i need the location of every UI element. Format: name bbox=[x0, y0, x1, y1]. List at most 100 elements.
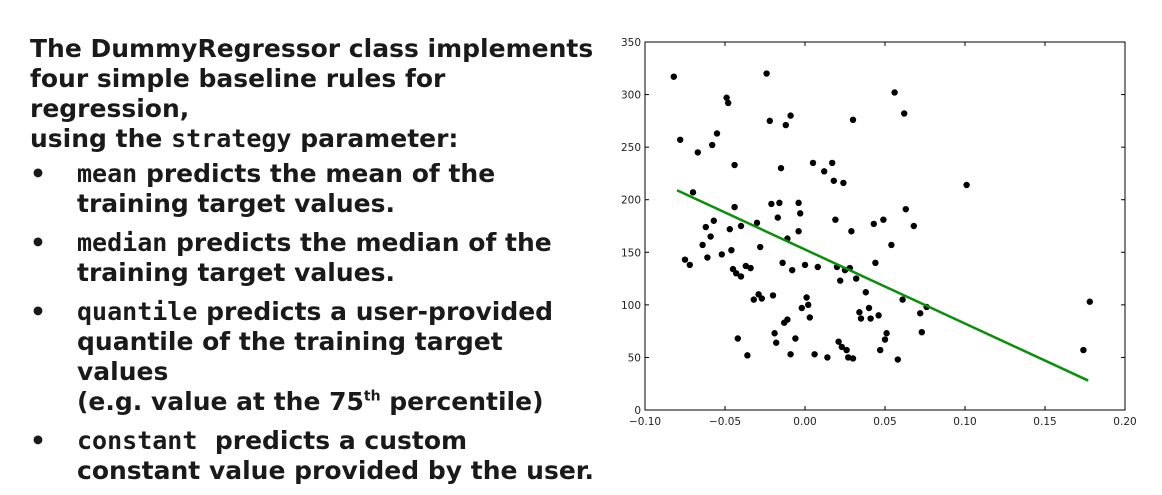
data-point bbox=[731, 161, 738, 169]
intro-line-1: The DummyRegressor class implements bbox=[30, 34, 594, 63]
intro-line-2: four simple baseline rules for regressio… bbox=[30, 64, 446, 123]
data-point bbox=[803, 294, 810, 301]
data-point bbox=[686, 261, 693, 269]
data-point bbox=[824, 354, 831, 361]
data-point bbox=[888, 241, 895, 249]
data-point bbox=[853, 275, 860, 282]
y-tick-label: 50 bbox=[628, 352, 641, 364]
data-point bbox=[872, 259, 879, 266]
data-point bbox=[681, 256, 689, 263]
data-point bbox=[763, 70, 770, 77]
data-point bbox=[769, 292, 777, 299]
data-point bbox=[880, 216, 887, 223]
data-point bbox=[811, 351, 818, 358]
strategy-code: median bbox=[77, 228, 168, 257]
intro-line-3: using the strategy parameter: bbox=[30, 124, 600, 154]
data-point bbox=[883, 330, 890, 337]
bullet-icon: • bbox=[30, 159, 46, 188]
data-point bbox=[771, 330, 778, 337]
x-tick-label: 0.20 bbox=[1113, 416, 1136, 428]
data-point bbox=[766, 117, 773, 125]
data-point bbox=[787, 351, 794, 358]
data-point bbox=[779, 259, 786, 266]
data-point bbox=[753, 219, 761, 227]
data-point bbox=[747, 264, 754, 272]
superscript: th bbox=[363, 388, 381, 405]
data-point bbox=[843, 346, 850, 354]
x-tick-label: 0.00 bbox=[793, 416, 816, 428]
data-point bbox=[677, 136, 684, 143]
list-item-text: predicts the mean of the bbox=[145, 159, 496, 188]
data-point bbox=[902, 205, 909, 213]
data-point bbox=[710, 217, 717, 224]
data-point bbox=[862, 289, 869, 296]
strategy-code: strategy bbox=[171, 124, 292, 153]
list-item-line: training target values. bbox=[77, 189, 396, 218]
data-point bbox=[838, 343, 845, 351]
list-item-text: predicts a custom bbox=[214, 426, 468, 455]
data-point bbox=[814, 263, 821, 271]
data-point bbox=[702, 223, 709, 231]
data-point bbox=[718, 251, 725, 258]
data-point bbox=[877, 346, 884, 354]
data-point bbox=[768, 200, 775, 208]
strategy-code: mean bbox=[77, 159, 138, 188]
data-point bbox=[875, 312, 882, 319]
list-item-text: predicts the median of the bbox=[176, 228, 552, 257]
list-item-text: percentile) bbox=[380, 387, 544, 416]
list-item-constant: • constant predicts a custom constant va… bbox=[30, 426, 600, 486]
bullet-icon: • bbox=[30, 297, 46, 326]
bullet-icon: • bbox=[30, 426, 46, 455]
x-tick-label: 0.05 bbox=[873, 416, 896, 428]
y-tick-label: 350 bbox=[621, 37, 641, 49]
data-point bbox=[797, 210, 804, 217]
data-point bbox=[689, 189, 697, 196]
data-point bbox=[910, 222, 917, 230]
data-point bbox=[829, 159, 836, 167]
data-point bbox=[725, 99, 732, 107]
data-point bbox=[784, 316, 791, 323]
data-point bbox=[795, 228, 802, 235]
slide: The DummyRegressor class implements four… bbox=[30, 34, 1137, 485]
data-point bbox=[798, 304, 805, 312]
data-point bbox=[917, 310, 924, 317]
data-point bbox=[899, 296, 906, 303]
data-point bbox=[918, 328, 925, 336]
data-point bbox=[801, 261, 809, 269]
y-tick-label: 250 bbox=[621, 142, 641, 154]
data-point bbox=[865, 304, 873, 312]
data-point bbox=[832, 216, 839, 223]
x-tick-label: −0.10 bbox=[629, 416, 661, 428]
data-point bbox=[806, 314, 813, 321]
data-point bbox=[699, 241, 706, 249]
data-point bbox=[728, 246, 735, 254]
data-point bbox=[867, 315, 874, 322]
x-tick-label: 0.10 bbox=[953, 416, 976, 428]
data-point bbox=[750, 296, 757, 303]
data-point bbox=[901, 110, 908, 117]
data-point bbox=[840, 179, 847, 187]
data-point bbox=[723, 94, 730, 101]
data-point bbox=[1086, 298, 1093, 305]
intro-line-3-start: using the bbox=[30, 124, 163, 153]
regression-line bbox=[676, 189, 1089, 382]
data-point bbox=[709, 141, 716, 149]
intro-line-3-end: parameter: bbox=[300, 124, 459, 153]
data-point bbox=[792, 335, 799, 342]
list-item-line: constant predicts a custom bbox=[77, 426, 600, 456]
data-point bbox=[731, 203, 738, 211]
data-point bbox=[856, 309, 863, 316]
data-point bbox=[774, 214, 781, 221]
data-point bbox=[776, 199, 783, 207]
data-point bbox=[870, 220, 877, 228]
list-item-line: (e.g. value at the 75th percentile) bbox=[77, 387, 600, 417]
plot-frame bbox=[644, 41, 1126, 411]
data-point bbox=[707, 233, 714, 240]
data-point bbox=[845, 354, 852, 361]
list-item-line: constant value provided by the user. bbox=[77, 456, 595, 485]
data-point bbox=[809, 159, 817, 167]
data-point bbox=[694, 149, 701, 156]
data-point bbox=[835, 338, 842, 345]
data-point bbox=[789, 266, 796, 274]
y-tick-label: 200 bbox=[621, 195, 641, 207]
